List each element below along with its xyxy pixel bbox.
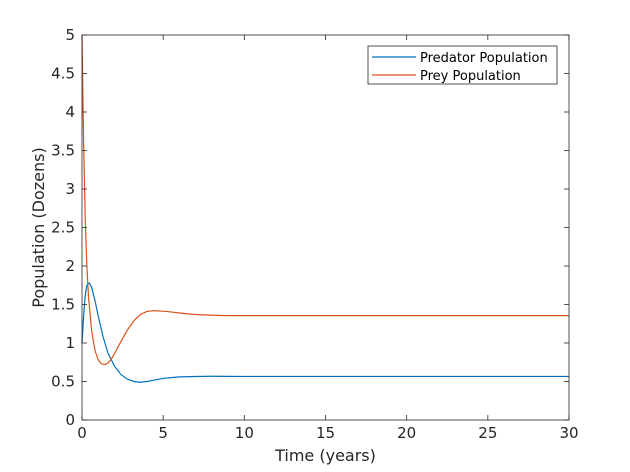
x-tick-label: 0 <box>77 424 87 442</box>
y-tick-label: 2 <box>65 257 75 275</box>
y-tick-label: 5 <box>65 26 75 44</box>
ticks-layer: 0 5 10 15 20 25 30 0 0.5 1 1.5 2 2.5 3 3.5 4 4.5 5 <box>51 26 578 442</box>
x-tick-label: 10 <box>235 424 254 442</box>
legend-label-predator: Predator Population <box>420 51 548 66</box>
series-layer <box>81 34 569 383</box>
x-tick-label: 30 <box>559 424 578 442</box>
x-tick-label: 25 <box>478 424 497 442</box>
series-line-prey <box>81 34 569 366</box>
y-tick-label: 0 <box>65 411 75 429</box>
plot-area <box>82 35 569 420</box>
y-tick-label: 1.5 <box>51 296 75 314</box>
x-tick-label: 15 <box>316 424 335 442</box>
x-tick-label: 5 <box>158 424 168 442</box>
x-tick-label: 20 <box>397 424 416 442</box>
y-tick-label: 2.5 <box>51 219 75 237</box>
y-tick-label: 0.5 <box>51 373 75 391</box>
series-line-predator <box>81 282 569 383</box>
legend-label-prey: Prey Population <box>420 69 521 84</box>
y-tick-label: 4.5 <box>51 65 75 83</box>
y-tick-label: 4 <box>65 103 75 121</box>
legend-box <box>367 45 558 85</box>
y-tick-label: 1 <box>65 334 75 352</box>
x-axis-label: Time (years) <box>274 446 376 465</box>
y-axis-label: Population (Dozens) <box>29 147 48 307</box>
legend: Predator Population Prey Population <box>367 45 558 85</box>
y-tick-label: 3.5 <box>51 142 75 160</box>
y-tick-label: 3 <box>65 180 75 198</box>
